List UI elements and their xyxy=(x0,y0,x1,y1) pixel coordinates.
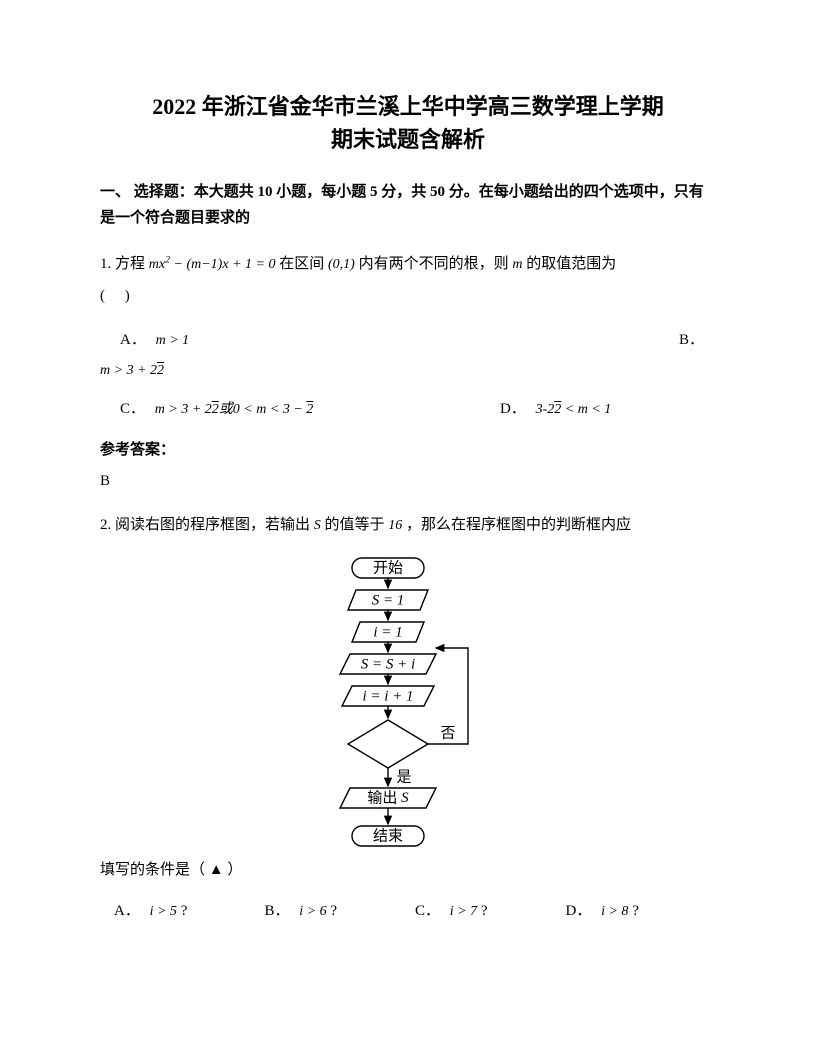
q1-option-d: D． 3-22 < m < 1 xyxy=(500,397,611,418)
title-line1: 2022 年浙江省金华市兰溪上华中学高三数学理上学期 xyxy=(152,94,664,119)
page-title: 2022 年浙江省金华市兰溪上华中学高三数学理上学期 期末试题含解析 xyxy=(100,90,716,156)
title-line2: 期末试题含解析 xyxy=(331,127,485,152)
q1-option-a: A． m > 1 xyxy=(120,328,189,349)
flow-yes: 是 xyxy=(396,769,411,785)
q1-optD-formula: 3-22 < m < 1 xyxy=(536,402,612,417)
q2-bottom: 填写的条件是（ ▲ ） xyxy=(100,858,716,879)
q1-options-ab: A． m > 1 B． xyxy=(100,328,716,349)
flow-start: 开始 xyxy=(373,559,403,576)
q1-answer-label: 参考答案： xyxy=(100,438,716,459)
q1-text: 1. 方程 mx2 − (m−1)x + 1 = 0 在区间 (0,1) 内有两… xyxy=(100,249,716,281)
flow-box4: i = i + 1 xyxy=(362,688,413,704)
flowchart-diagram: 开始 S = 1 i = 1 S = S + i i = i + 1 否 是 输… xyxy=(298,556,518,854)
q1-interval: (0,1) xyxy=(328,257,355,272)
q2-options: A． i > 5 ? B． i > 6 ? C． i > 7 ? D． i > … xyxy=(100,899,716,920)
q1-answer: B xyxy=(100,473,716,490)
q1-paren: ( ) xyxy=(100,288,138,304)
q2-option-b: B． i > 6 ? xyxy=(265,899,416,920)
question-2: 2. 阅读右图的程序框图，若输出 S 的值等于 16 ，那么在程序框图中的判断框… xyxy=(100,510,716,542)
q2-option-a: A． i > 5 ? xyxy=(114,899,265,920)
q1-formula: mx2 − (m−1)x + 1 = 0 xyxy=(149,257,276,272)
flow-box2: i = 1 xyxy=(373,624,402,640)
q1-option-b-formula: m > 3 + 22 xyxy=(100,361,716,379)
q1-optC-formula: m > 3 + 22或0 < m < 3 − 2 xyxy=(155,402,314,417)
flow-output: 输出 S xyxy=(367,789,409,806)
q2-option-c: C． i > 7 ? xyxy=(415,899,566,920)
q1-options-cd: C． m > 3 + 22或0 < m < 3 − 2 D． 3-22 < m … xyxy=(100,397,716,418)
q1-option-b-label: B． xyxy=(679,328,710,349)
flow-end: 结束 xyxy=(373,827,403,844)
flow-box1: S = 1 xyxy=(372,592,405,608)
q1-optA-formula: m > 1 xyxy=(156,333,190,348)
flow-box3: S = S + i xyxy=(361,656,415,672)
q1-option-c: C． m > 3 + 22或0 < m < 3 − 2 xyxy=(120,397,500,418)
q2-option-d: D． i > 8 ? xyxy=(566,899,717,920)
section-header: 一、 选择题：本大题共 10 小题，每小题 5 分，共 50 分。在每小题给出的… xyxy=(100,180,716,231)
question-1: 1. 方程 mx2 − (m−1)x + 1 = 0 在区间 (0,1) 内有两… xyxy=(100,249,716,312)
flow-no: 否 xyxy=(440,725,455,741)
